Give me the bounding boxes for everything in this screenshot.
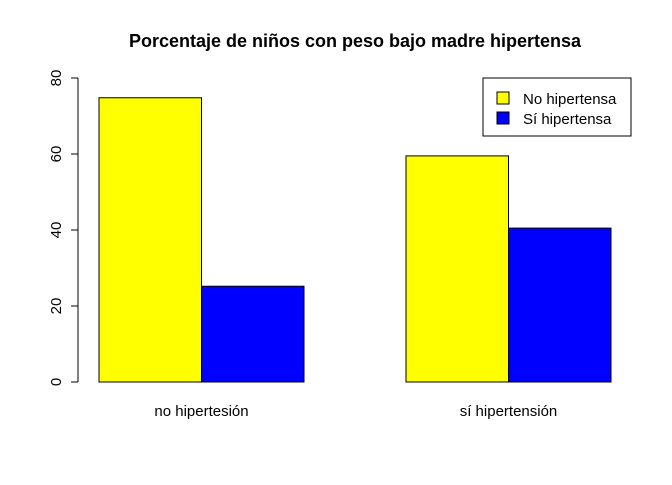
bars xyxy=(98,97,612,383)
category-label-2: sí hipertensión xyxy=(460,403,558,420)
y-tick-label-20: 20 xyxy=(48,298,65,315)
y-tick-label-60: 60 xyxy=(48,146,65,163)
bar-2-1 xyxy=(405,155,509,383)
legend-label-1: No hipertensa xyxy=(523,91,617,108)
x-category-labels: no hipertesión sí hipertensión xyxy=(154,403,557,420)
y-tick-label-0: 0 xyxy=(48,378,65,386)
legend-swatch-2 xyxy=(496,111,510,125)
y-tick-label-40: 40 xyxy=(48,222,65,239)
y-axis: 0 20 40 60 80 xyxy=(48,70,79,386)
legend: No hipertensa Sí hipertensa xyxy=(482,77,632,137)
bar-2-2 xyxy=(508,227,612,383)
y-tick-label-80: 80 xyxy=(48,70,65,87)
legend-box xyxy=(482,77,632,137)
bar-1-1 xyxy=(98,97,202,383)
legend-label-2: Sí hipertensa xyxy=(523,111,612,128)
bar-1-2 xyxy=(201,285,305,383)
legend-swatch-1 xyxy=(496,91,510,105)
category-label-1: no hipertesión xyxy=(154,403,248,420)
chart-title: Porcentaje de niños con peso bajo madre … xyxy=(129,31,582,51)
